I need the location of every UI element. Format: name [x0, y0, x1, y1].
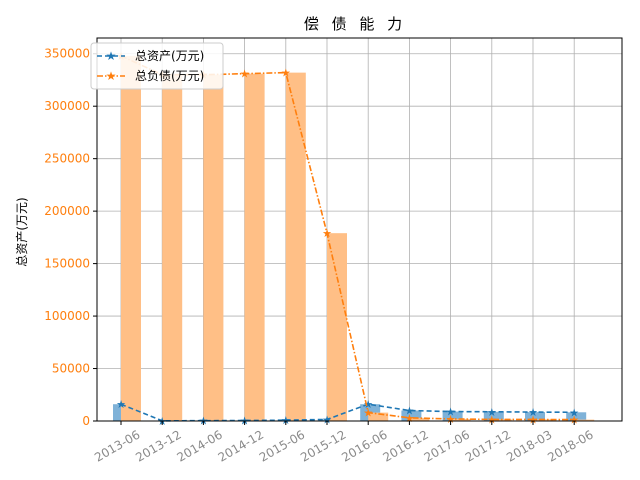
- bar-total-liabilities: [409, 417, 430, 421]
- y-tick-label: 0: [82, 414, 90, 428]
- legend-marker-liabilities-icon: ★: [106, 69, 117, 83]
- x-tick-label: 2016-06: [339, 427, 389, 464]
- bar-total-liabilities: [327, 233, 347, 421]
- marker-total-assets-icon: ★: [569, 406, 579, 419]
- bar-total-liabilities: [574, 419, 595, 421]
- x-tick-label: 2015-06: [257, 427, 307, 464]
- bar-total-assets: [525, 412, 545, 421]
- y-tick-label: 300000: [44, 99, 90, 113]
- marker-total-liabilities-icon: ★: [528, 413, 538, 426]
- y-tick-label: 200000: [44, 204, 90, 218]
- x-tick-label: 2014-12: [216, 427, 266, 464]
- x-tick-label: 2018-03: [504, 427, 554, 464]
- y-tick-label: 150000: [44, 257, 90, 271]
- marker-total-liabilities-icon: ★: [363, 407, 373, 420]
- y-axis-label: 总资产(万元): [15, 197, 29, 266]
- x-tick-label: 2013-06: [92, 427, 142, 464]
- bar-total-assets: [442, 411, 463, 421]
- legend-box: [90, 42, 224, 90]
- x-tick-label: 2018-06: [545, 427, 595, 464]
- marker-total-liabilities-icon: ★: [322, 227, 332, 240]
- marker-total-liabilities-icon: ★: [487, 413, 497, 426]
- legend: ★ 总资产(万元) ★ 总负债(万元): [90, 42, 224, 90]
- y-tick-label: 250000: [44, 152, 90, 166]
- bar-total-liabilities: [285, 72, 306, 422]
- plot-frame: [96, 37, 623, 422]
- x-tick-label: 2016-12: [380, 427, 430, 464]
- marker-total-assets-icon: ★: [404, 405, 414, 418]
- marker-total-liabilities-icon: ★: [281, 67, 291, 80]
- x-tick-label: 2017-12: [463, 427, 513, 464]
- marker-total-liabilities-icon: ★: [446, 413, 456, 426]
- legend-marker-assets-icon: ★: [106, 49, 117, 63]
- line-total-liabilities: [120, 55, 575, 421]
- marker-total-assets-icon: ★: [116, 398, 126, 411]
- x-tick-label: 2017-06: [422, 427, 472, 464]
- marker-total-assets-icon: ★: [446, 406, 456, 419]
- bar-total-assets: [566, 412, 587, 421]
- x-tick-label: 2015-12: [298, 427, 348, 464]
- bar-layer: [113, 55, 595, 422]
- line-total-assets: [120, 403, 575, 422]
- marker-total-liabilities-icon: ★: [240, 68, 250, 81]
- chart-title: 偿 债 能 力: [304, 15, 406, 33]
- marker-total-liabilities-icon: ★: [404, 412, 414, 425]
- bar-total-liabilities: [450, 418, 471, 421]
- bar-total-liabilities: [203, 74, 224, 422]
- marker-total-assets-icon: ★: [363, 398, 373, 411]
- bar-total-liabilities: [121, 55, 141, 422]
- marker-total-assets-icon: ★: [528, 406, 538, 419]
- bar-total-liabilities: [368, 412, 389, 421]
- x-tick-label: 2014-06: [174, 427, 224, 464]
- marker-total-assets-icon: ★: [487, 406, 497, 419]
- y-tick-label: 100000: [44, 309, 90, 323]
- y-tick-label: 50000: [52, 362, 90, 376]
- bar-total-assets: [483, 411, 504, 421]
- bar-total-assets: [401, 410, 422, 421]
- legend-label-assets: 总资产(万元): [135, 49, 204, 63]
- marker-total-assets-icon: ★: [322, 413, 332, 426]
- marker-total-liabilities-icon: ★: [569, 414, 579, 427]
- bar-total-liabilities: [244, 73, 265, 422]
- y-tick-label: 350000: [44, 47, 90, 61]
- x-tick-label: 2013-12: [133, 427, 183, 464]
- legend-label-liabilities: 总负债(万元): [135, 69, 204, 83]
- bar-total-liabilities: [162, 74, 183, 422]
